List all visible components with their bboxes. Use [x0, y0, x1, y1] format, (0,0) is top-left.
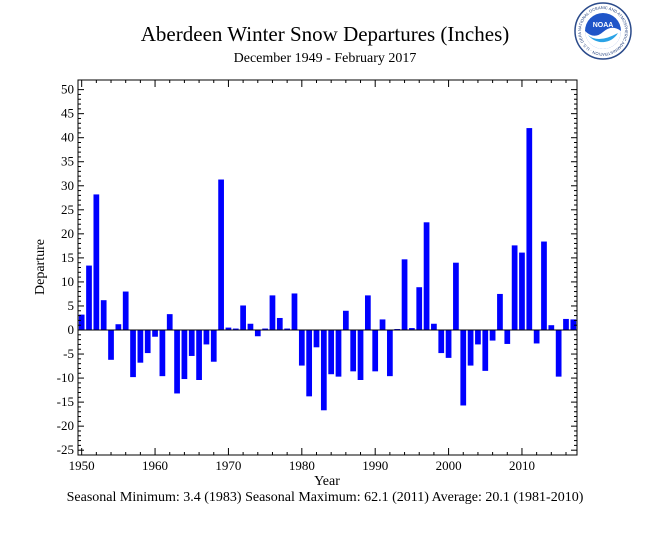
- bar-1982: [313, 330, 320, 348]
- bar-1959: [144, 330, 151, 354]
- y-tick-label: 0: [68, 322, 75, 337]
- bar-1980: [298, 330, 305, 366]
- bar-1963: [174, 330, 180, 394]
- chart-footer: Seasonal Minimum: 3.4 (1983) Seasonal Ma…: [66, 490, 584, 505]
- bar-1986: [342, 310, 349, 330]
- bar-2015: [555, 330, 562, 377]
- y-tick-label: 15: [61, 250, 74, 265]
- y-tick-label: 30: [61, 178, 74, 193]
- chart-subtitle: December 1949 - February 2017: [233, 51, 417, 66]
- bar-2007: [497, 293, 503, 330]
- bar-1967: [203, 330, 210, 345]
- bar-1956: [122, 291, 129, 330]
- y-tick-label: 50: [61, 82, 74, 97]
- bar-1997: [423, 222, 430, 330]
- bar-1995: [409, 328, 415, 330]
- bar-2006: [489, 330, 496, 341]
- bar-2017: [570, 319, 577, 330]
- bar-1983: [320, 330, 327, 411]
- bar-1955: [115, 324, 122, 330]
- y-tick-label: 5: [68, 298, 75, 313]
- bar-1969: [218, 179, 224, 330]
- bar-1981: [306, 330, 313, 397]
- bar-1992: [387, 330, 393, 377]
- x-axis-label: Year: [314, 474, 340, 489]
- bar-1952: [93, 194, 100, 330]
- bar-2011: [526, 128, 533, 330]
- bar-1970: [225, 327, 232, 330]
- x-tick-label: 1960: [142, 458, 168, 473]
- bar-2010: [519, 252, 525, 330]
- bar-1954: [108, 330, 114, 360]
- y-tick-label: -10: [57, 370, 74, 385]
- bar-2005: [482, 330, 489, 371]
- bar-2003: [467, 330, 474, 366]
- bar-1988: [357, 330, 364, 380]
- bar-2014: [548, 325, 555, 330]
- bar-2009: [511, 245, 518, 330]
- y-tick-label: -25: [57, 442, 74, 457]
- bar-1968: [210, 330, 217, 362]
- chart-title: Aberdeen Winter Snow Departures (Inches): [140, 22, 510, 46]
- y-tick-label: 10: [61, 274, 74, 289]
- bar-1990: [372, 330, 379, 372]
- bar-2000: [445, 330, 452, 358]
- bar-1957: [130, 330, 136, 378]
- bar-1962: [166, 314, 173, 330]
- bar-1966: [196, 330, 202, 380]
- bar-1971: [232, 328, 239, 330]
- bar-1978: [284, 328, 291, 330]
- bar-1951: [86, 265, 92, 330]
- bar-1985: [335, 330, 342, 377]
- bar-1972: [240, 305, 246, 330]
- bar-2002: [460, 330, 467, 406]
- bar-1961: [159, 330, 166, 377]
- bar-1953: [100, 300, 107, 330]
- bar-1996: [416, 287, 423, 330]
- y-tick-label: 35: [61, 154, 74, 169]
- bar-1965: [188, 330, 195, 356]
- bar-1994: [401, 259, 408, 330]
- x-tick-label: 1950: [69, 458, 95, 473]
- y-axis-label: Departure: [33, 239, 48, 295]
- bar-2016: [563, 318, 569, 330]
- x-tick-label: 1980: [289, 458, 315, 473]
- x-tick-label: 2010: [509, 458, 535, 473]
- noaa-logo: NATIONAL OCEANIC AND ATMOSPHERIC ADMINIS…: [574, 2, 632, 60]
- y-tick-label: 45: [61, 106, 74, 121]
- bar-1950: [78, 314, 85, 330]
- bar-1977: [276, 317, 283, 330]
- x-tick-label: 1970: [215, 458, 241, 473]
- bar-1989: [364, 295, 371, 330]
- bar-1973: [247, 323, 254, 330]
- bar-1964: [181, 330, 188, 380]
- bar-1991: [379, 319, 386, 330]
- bar-1998: [431, 323, 437, 330]
- bar-1987: [350, 330, 357, 372]
- bar-1984: [328, 330, 335, 375]
- bar-2013: [541, 241, 547, 330]
- bar-2001: [453, 262, 459, 330]
- bar-1960: [152, 330, 158, 337]
- x-tick-label: 1990: [362, 458, 388, 473]
- x-tick-label: 2000: [436, 458, 462, 473]
- bar-2008: [504, 330, 511, 344]
- bar-1999: [438, 330, 445, 354]
- plot-frame: [77, 79, 578, 456]
- bar-1974: [254, 330, 261, 337]
- bar-1958: [137, 330, 144, 363]
- bar-1979: [291, 293, 298, 330]
- bar-2004: [475, 330, 481, 345]
- y-tick-label: 25: [61, 202, 74, 217]
- y-tick-label: -15: [57, 394, 74, 409]
- logo-text: NOAA: [593, 22, 614, 29]
- bar-1975: [262, 328, 268, 330]
- bar-1976: [269, 295, 276, 330]
- bar-2012: [533, 330, 540, 344]
- y-tick-label: -20: [57, 418, 74, 433]
- y-tick-label: 40: [61, 130, 74, 145]
- y-tick-label: 20: [61, 226, 74, 241]
- y-tick-label: -5: [63, 346, 74, 361]
